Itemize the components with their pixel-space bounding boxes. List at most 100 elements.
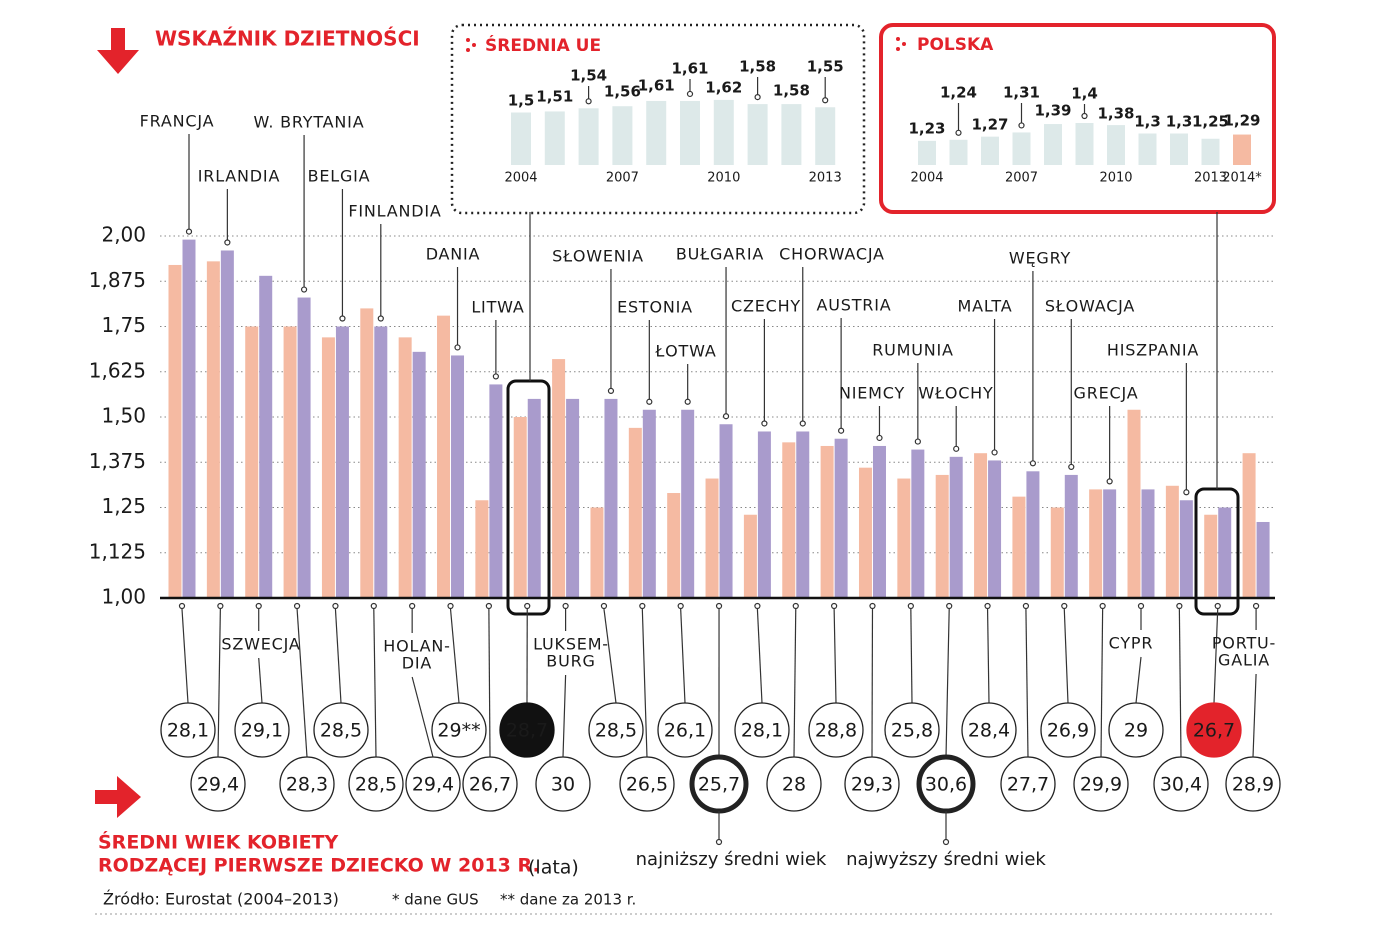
leader-dot [761, 420, 768, 427]
age-label: 30 [551, 774, 575, 796]
category-label: AUSTRIA [817, 296, 892, 315]
inset-bar [1044, 124, 1062, 165]
bar [1012, 496, 1026, 598]
category-label: CYPR [1109, 634, 1154, 653]
bar [1218, 507, 1232, 598]
age-label: 29,4 [412, 774, 454, 796]
bar [283, 326, 297, 598]
category-label: HISZPANIA [1107, 341, 1199, 360]
inset-value-label: 1,38 [1097, 105, 1134, 123]
leader-dot [585, 98, 592, 105]
age-circle [431, 702, 487, 758]
highlight-box [506, 379, 551, 616]
leader-dot [1099, 602, 1106, 610]
leader-dot [869, 602, 876, 610]
leader-dot [339, 315, 346, 322]
bar [475, 500, 489, 598]
source: Źródło: Eurostat (2004–2013) [103, 890, 339, 909]
age-circle [405, 756, 461, 812]
inset-value-label: 1,62 [705, 79, 742, 97]
leader-dot [409, 602, 416, 610]
leader-dot [485, 602, 492, 610]
bar [681, 409, 695, 598]
category-label: WĘGRY [1009, 249, 1071, 268]
inset-bar [1170, 133, 1188, 165]
inset-value-label: 1,27 [971, 116, 1008, 134]
bar [1141, 489, 1155, 598]
category-label: GALIA [1218, 651, 1270, 670]
bar [412, 351, 426, 598]
age-label: 25,8 [891, 720, 933, 742]
leader-dot [1081, 112, 1088, 120]
category-label: FRANCJA [140, 112, 215, 131]
leader-dot [646, 398, 653, 405]
inset-value-label: 1,29 [1223, 112, 1260, 130]
leader-dot [454, 344, 461, 351]
leader-dot [684, 398, 691, 405]
inset-value-label: 1,23 [908, 120, 945, 138]
bar [719, 424, 733, 598]
age-circle [1225, 756, 1281, 812]
leader-line [793, 608, 797, 758]
age-label: 28 [782, 774, 806, 796]
age-circle [279, 756, 335, 812]
y-tick-label: 1,50 [101, 404, 146, 428]
age-label: 28,3 [286, 774, 328, 796]
leader-dot [255, 602, 262, 610]
age-circle [1186, 702, 1242, 758]
inset-bar [1233, 134, 1251, 165]
leader-dot [293, 602, 301, 610]
bar [834, 438, 848, 598]
inset-value-label: 1,3 [1134, 113, 1161, 131]
age-label: 26,9 [1047, 720, 1089, 742]
category-label: HOLAN- [383, 637, 450, 656]
bar [552, 359, 566, 598]
bar [451, 355, 465, 598]
inset-value-label: 1,25 [1192, 113, 1229, 131]
inset-bar [781, 104, 802, 165]
inset-value-label: 1,24 [940, 84, 977, 102]
leader-dot [1214, 602, 1221, 610]
leader-dot [754, 602, 761, 610]
leader-dot [178, 602, 186, 610]
age-label: 29,3 [851, 774, 893, 796]
bar [297, 297, 311, 598]
age-label: 28,5 [355, 774, 397, 796]
leader-line [756, 608, 763, 704]
age-circle [190, 756, 246, 812]
inset-x-label: 2010 [1099, 171, 1132, 186]
bar [820, 445, 834, 598]
ages-title: ŚREDNI WIEK KOBIETY [98, 830, 339, 854]
leader-dot [224, 239, 231, 246]
bar [489, 384, 503, 598]
leader-dot [217, 602, 224, 610]
leader-line [1025, 608, 1029, 758]
annotation: najniższy średni wiek [636, 849, 827, 870]
bar [374, 326, 388, 598]
category-label: BELGIA [308, 167, 371, 186]
leader-dot [185, 228, 193, 235]
bar [1127, 409, 1141, 598]
age-circle [160, 702, 216, 758]
leader-dot [831, 602, 838, 610]
leader-line [258, 657, 263, 704]
category-label: SŁOWENIA [552, 247, 644, 266]
leader-dot [715, 602, 723, 610]
leader-dot [1029, 460, 1037, 467]
category-label: BUŁGARIA [676, 245, 764, 264]
age-label: 26,1 [664, 720, 706, 742]
y-tick-label: 1,875 [89, 268, 146, 292]
bar [628, 427, 642, 598]
inset-x-label: 2010 [707, 171, 740, 186]
category-label: NIEMCY [839, 384, 905, 403]
category-label: BURG [546, 652, 595, 671]
leader-dot [1137, 602, 1145, 610]
category-label: WŁOCHY [918, 384, 993, 403]
bar [245, 326, 259, 598]
leader-line [1178, 608, 1182, 758]
age-label: 30,6 [925, 774, 967, 796]
leader-line [910, 608, 913, 704]
age-circle [313, 702, 369, 758]
leader-dot [1061, 602, 1068, 610]
category-label: W. BRYTANIA [254, 113, 365, 132]
